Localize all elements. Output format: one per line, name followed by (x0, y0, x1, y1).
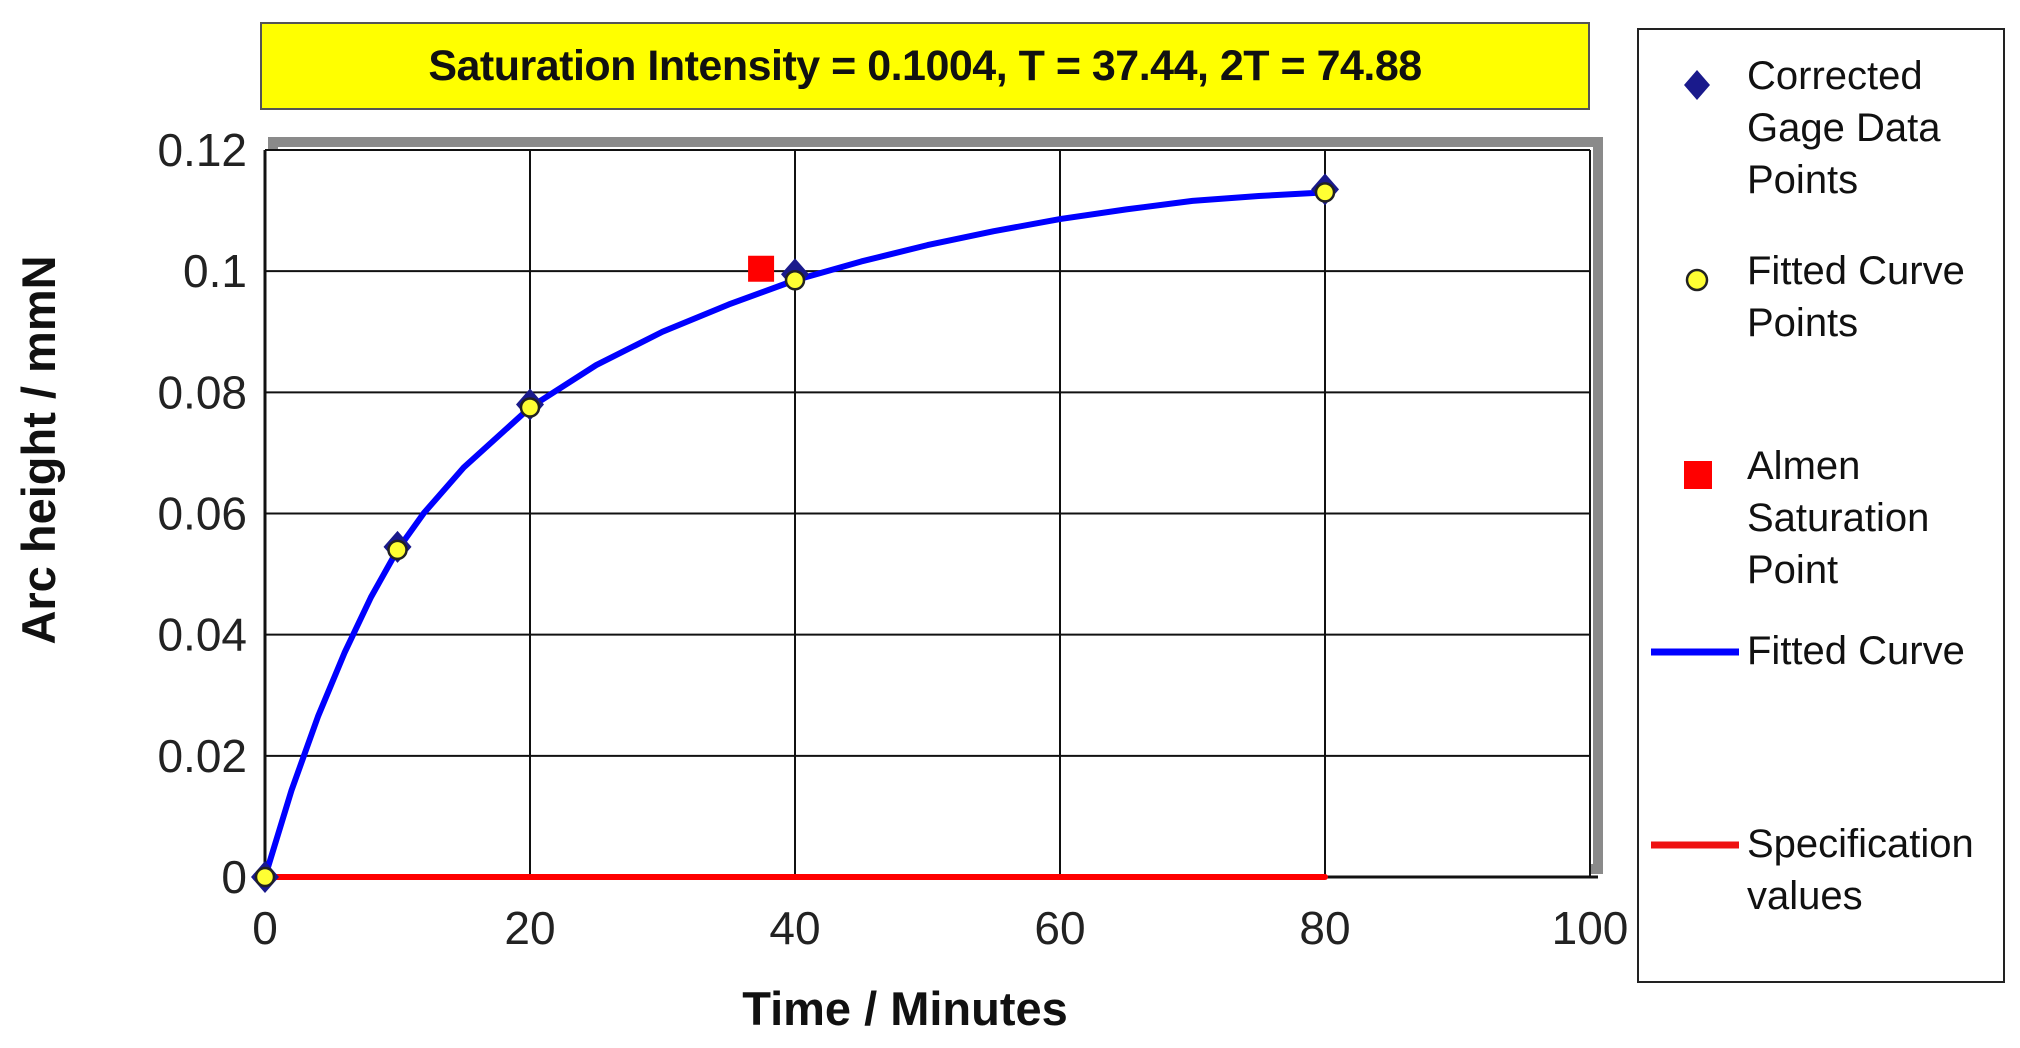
legend-label: Fitted Curve Points (1747, 249, 1965, 345)
legend-label: Corrected Gage Data Points (1747, 54, 1941, 202)
y-tick-label: 0.12 (157, 124, 247, 176)
series-layer (251, 173, 1339, 893)
series-line-fitted-curve (262, 189, 1328, 880)
red-line-icon (1651, 841, 1739, 849)
almen-saturation-point (748, 255, 775, 282)
legend: Corrected Gage Data Points Fitted Curve … (1637, 28, 2005, 983)
y-tick-label: 0.04 (157, 609, 247, 661)
x-tick-label: 80 (1299, 902, 1350, 954)
fitted-curve-point (387, 539, 408, 561)
chart-title: Saturation Intensity = 0.1004, T = 37.44… (260, 22, 1590, 110)
x-axis-label: Time / Minutes (742, 982, 1068, 1035)
x-tick-labels: 0 20 40 60 80 100 (252, 902, 1628, 954)
legend-label: Specification values (1747, 822, 1974, 918)
y-axis-label: Arc height / mmN (12, 255, 65, 644)
circle-marker-icon (1685, 268, 1709, 292)
y-tick-label: 0.02 (157, 730, 247, 782)
x-tick-label: 0 (252, 902, 278, 954)
diamond-marker-icon (1684, 70, 1710, 100)
y-tick-label: 0.06 (157, 488, 247, 540)
fitted-curve-point (519, 397, 541, 418)
y-tick-label: 0.08 (157, 366, 247, 418)
gridlines (263, 149, 1598, 879)
legend-label: Almen Saturation Point (1747, 444, 1930, 592)
plot-frame (265, 137, 1603, 877)
blue-line-icon (1651, 648, 1739, 656)
fitted-curve-point (1314, 182, 1336, 203)
y-tick-label: 0.1 (183, 245, 247, 297)
y-tick-label: 0 (221, 851, 247, 903)
x-tick-label: 20 (504, 902, 555, 954)
legend-label: Fitted Curve (1747, 629, 1965, 673)
y-tick-labels: 0 0.02 0.04 0.06 0.08 0.1 0.12 (157, 124, 247, 903)
x-tick-label: 40 (769, 902, 820, 954)
x-tick-label: 60 (1034, 902, 1085, 954)
square-marker-icon (1684, 461, 1712, 489)
fitted-curve-point (784, 270, 806, 291)
x-tick-label: 100 (1552, 902, 1629, 954)
fitted-curve-point (254, 866, 276, 888)
